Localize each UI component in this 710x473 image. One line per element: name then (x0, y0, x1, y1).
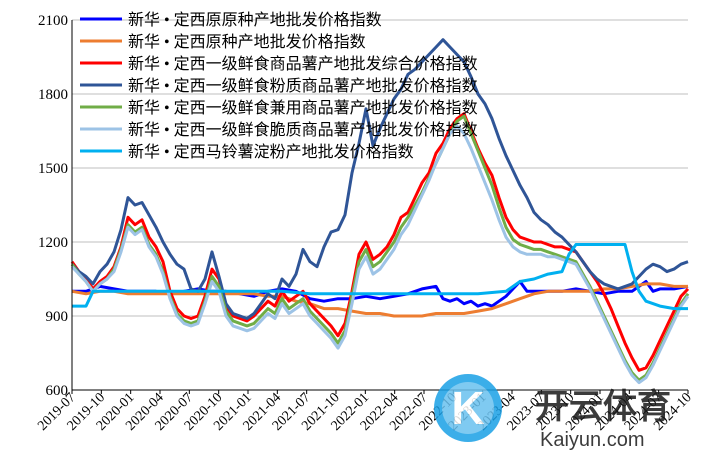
brand-url: Kaiyun.com (540, 429, 645, 451)
brand-logo-letter: K (451, 382, 484, 434)
legend-label: 新华 • 定西一级鲜食脆质商品薯产地批发价格指数 (128, 121, 478, 139)
legend-label: 新华 • 定西原原种产地批发价格指数 (128, 11, 382, 29)
brand-logo: K (434, 374, 502, 442)
y-tick-label: 600 (46, 383, 69, 399)
watermark: K 开云体育 Kaiyun.com (434, 374, 671, 451)
y-tick-label: 900 (46, 309, 69, 325)
legend-label: 新华 • 定西原种产地批发价格指数 (128, 33, 366, 51)
series-line-7 (72, 243, 688, 311)
grid (72, 19, 688, 317)
legend-label: 新华 • 定西马铃薯淀粉产地批发价格指数 (128, 143, 414, 161)
legend-label: 新华 • 定西一级鲜食商品薯产地批发综合价格指数 (128, 55, 478, 73)
axes (71, 20, 688, 391)
legend-label: 新华 • 定西一级鲜食粉质商品薯产地批发价格指数 (128, 77, 478, 95)
series-line-6 (70, 124, 690, 385)
brand-name: 开云体育 (535, 388, 671, 426)
series-line-2 (71, 282, 688, 318)
y-tick-label: 1500 (38, 161, 68, 177)
series-line-4 (70, 38, 689, 320)
legend-label: 新华 • 定西一级鲜食兼用商品薯产地批发价格指数 (128, 99, 478, 117)
y-axis-ticks: 600 900 1200 1500 1800 2100 (38, 13, 68, 399)
y-tick-label: 1800 (38, 87, 68, 103)
y-tick-label: 2100 (38, 13, 68, 29)
series-lines (70, 38, 690, 385)
y-tick-label: 1200 (38, 235, 68, 251)
